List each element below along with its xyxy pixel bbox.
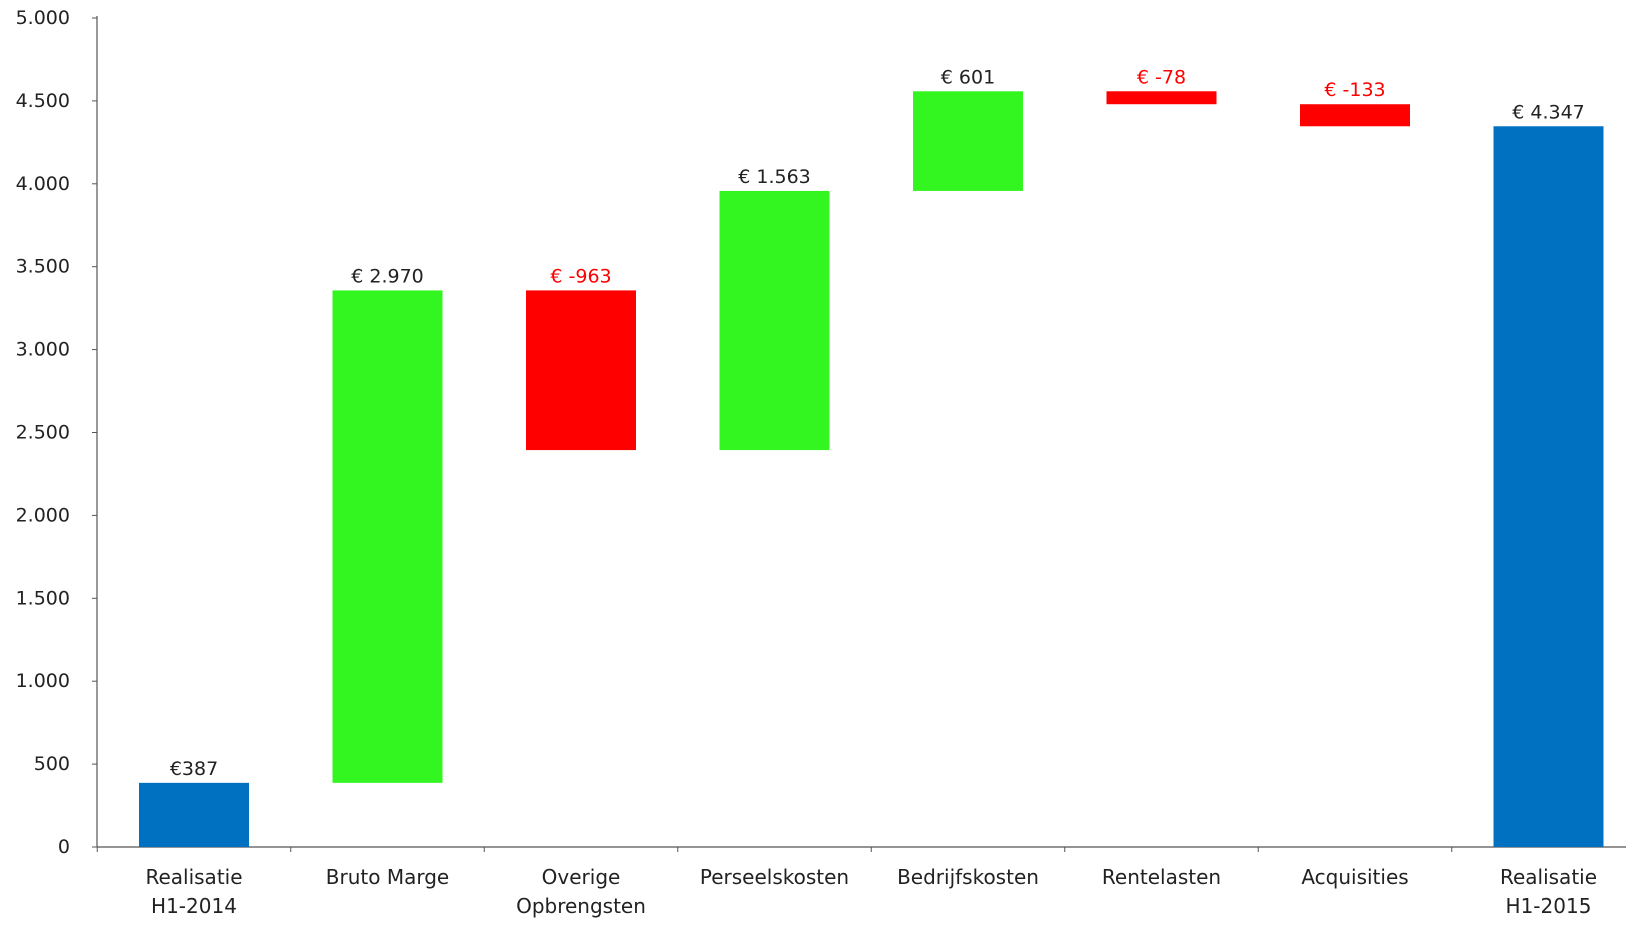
bar-value-label: € -78 (1137, 66, 1186, 88)
y-tick-label: 2.000 (16, 504, 70, 526)
bar-value-label: € 2.970 (351, 265, 424, 287)
x-category-label: Rentelasten (1102, 865, 1221, 889)
value-labels: €387 € 2.970 € -963 € 1.563 € 601 € -78 € -133… (170, 66, 1585, 780)
y-tick-label: 5.000 (16, 7, 70, 29)
y-tick-label: 1.000 (16, 670, 70, 692)
x-category-label: Overige Opbrengsten (516, 865, 646, 918)
x-category-label: Perseelskosten (700, 865, 849, 889)
y-tick-label: 4.000 (16, 173, 70, 195)
bars (139, 91, 1604, 848)
y-tick-label: 2.500 (16, 422, 70, 444)
y-tick-label: 1.500 (16, 587, 70, 609)
waterfall-bar-total (1493, 126, 1604, 848)
waterfall-bar-increase (332, 290, 443, 783)
y-tick-label: 500 (34, 753, 70, 775)
bar-value-label: € -963 (550, 265, 611, 287)
waterfall-bar-increase (719, 190, 830, 451)
bar-value-label: € 601 (941, 66, 995, 88)
bar-value-label: €387 (170, 758, 218, 780)
x-category-label: Realisatie H1-2014 (145, 865, 242, 918)
x-category-label: Bedrijfskosten (897, 865, 1039, 889)
waterfall-bar-increase (913, 91, 1023, 191)
y-tick-label: 4.500 (16, 90, 70, 112)
x-category-label: Acquisities (1301, 865, 1408, 889)
y-tick-label: 3.500 (16, 256, 70, 278)
y-tick-label: 0 (58, 836, 70, 858)
x-category-label: Bruto Marge (326, 865, 449, 889)
bar-value-label: € -133 (1324, 79, 1385, 101)
bar-value-label: € 4.347 (1512, 101, 1585, 123)
axes: 0 500 1.000 1.500 2.000 2.500 3.000 3.500 4.000 4… (16, 7, 1626, 918)
x-category-label: Realisatie H1-2015 (1500, 865, 1597, 918)
waterfall-bar-decrease (1300, 104, 1410, 127)
waterfall-bar-total (139, 782, 249, 847)
bar-value-label: € 1.563 (738, 166, 811, 188)
waterfall-bar-decrease (1106, 91, 1217, 105)
waterfall-bar-decrease (526, 290, 636, 451)
y-tick-label: 3.000 (16, 339, 70, 361)
